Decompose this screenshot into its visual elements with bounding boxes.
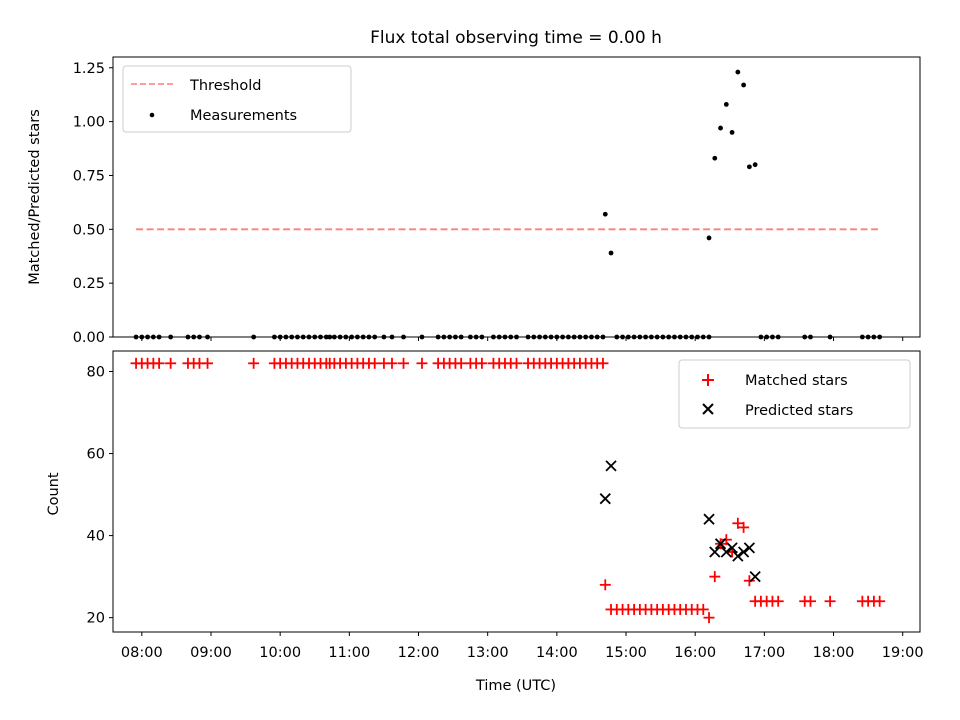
matched-star-point (416, 357, 428, 369)
matched-star-point (597, 357, 609, 369)
measurement-point (746, 164, 752, 170)
predicted-star-point (737, 546, 750, 558)
matched-star-point (511, 357, 522, 369)
predicted-star-point (714, 538, 727, 550)
matched-star-point (697, 603, 709, 615)
matched-star-point (720, 534, 732, 546)
measurement-point (741, 82, 747, 88)
matched-star-point (772, 595, 784, 607)
top-plot-frame (112, 56, 921, 338)
matched-star-point (732, 517, 744, 529)
measurement-point (752, 162, 758, 168)
bottom-y-tick-label: 60 (87, 447, 105, 463)
top-y-tick-label: 0.00 (73, 330, 105, 346)
legend-measurements-label: Measurements (190, 108, 297, 124)
x-tick-label: 09:00 (190, 645, 232, 661)
top-y-tick-label: 1.00 (73, 115, 105, 131)
legend-matched-label: Matched stars (745, 373, 848, 389)
measurement-point (723, 101, 729, 107)
x-axis-label: Time (UTC) (475, 678, 556, 694)
x-tick-label: 11:00 (328, 645, 370, 661)
top-legend-box (122, 65, 352, 133)
x-tick-label: 12:00 (398, 645, 440, 661)
top-y-axis-label: Matched/Predicted stars (27, 109, 43, 285)
matched-star-point (824, 595, 836, 607)
measurement-point (712, 155, 718, 161)
matched-star-point (202, 357, 214, 369)
matched-star-point (743, 575, 755, 587)
matched-star-point (804, 595, 816, 607)
predicted-star-point (720, 546, 732, 558)
top-y-tick-label: 0.50 (73, 222, 105, 238)
top-y-tick-label: 0.25 (73, 276, 105, 292)
matched-star-point (703, 612, 715, 624)
predicted-star-point (726, 542, 738, 554)
matched-star-point (386, 357, 398, 369)
matched-star-point (709, 571, 721, 583)
matched-star-point (165, 357, 177, 369)
matched-star-point (599, 579, 611, 591)
chart-title: Flux total observing time = 0.00 h (370, 28, 662, 48)
measurement-point (706, 235, 712, 241)
bottom-y-tick-label: 20 (87, 611, 105, 627)
legend-predicted-swatch (702, 403, 714, 415)
bottom-legend: Matched stars Predicted stars (678, 359, 911, 429)
bottom-panel: 20 40 60 80 08:00 09:00 10:00 11:00 12:00 13:00 14… (46, 350, 924, 694)
matched-star-point (248, 357, 260, 369)
predicted-star-point (743, 542, 756, 554)
top-y-tick-label: 1.25 (73, 61, 105, 77)
matched-star-point (153, 357, 165, 369)
x-tick-label: 10:00 (259, 645, 301, 661)
x-tick-label: 19:00 (882, 645, 924, 661)
measurement-point (735, 69, 741, 75)
top-legend: Threshold Measurements (122, 65, 352, 133)
bottom-legend-box (678, 359, 911, 429)
x-tick-label: 13:00 (467, 645, 509, 661)
predicted-star-point (703, 513, 715, 525)
bottom-y-tick-label: 80 (87, 365, 105, 381)
measurement-point (602, 211, 608, 217)
x-tick-label: 08:00 (121, 645, 163, 661)
measurement-point (718, 125, 723, 131)
top-panel: 0.00 0.25 0.50 0.75 1.00 1.25 Matched/Predict… (27, 56, 921, 346)
predicted-star-point (732, 550, 744, 562)
matched-star-point (874, 595, 886, 607)
matched-star-point (476, 357, 488, 369)
bottom-plot-frame (112, 350, 921, 633)
x-tick-label: 14:00 (536, 645, 578, 661)
x-tick-label: 18:00 (813, 645, 855, 661)
x-tick-label: 15:00 (605, 645, 647, 661)
bottom-y-axis-label: Count (46, 472, 62, 515)
matched-star-point (369, 357, 381, 369)
predicted-star-point (599, 493, 611, 505)
legend-threshold-label: Threshold (189, 78, 261, 94)
predicted-star-point (709, 546, 721, 558)
matched-star-point (398, 357, 410, 369)
measurement-point (729, 129, 735, 135)
predicted-star-point (749, 570, 761, 583)
bottom-y-tick-label: 40 (87, 529, 105, 545)
legend-predicted-label: Predicted stars (745, 403, 853, 419)
legend-matched-swatch (702, 374, 714, 386)
predicted-star-point (605, 460, 617, 472)
x-tick-label: 16:00 (674, 645, 716, 661)
measurement-point (608, 250, 614, 256)
matched-star-point (455, 357, 467, 369)
legend-measurements-swatch (149, 112, 155, 118)
x-tick-label: 17:00 (743, 645, 785, 661)
matched-star-point (738, 521, 750, 533)
top-y-tick-label: 0.75 (73, 168, 105, 184)
